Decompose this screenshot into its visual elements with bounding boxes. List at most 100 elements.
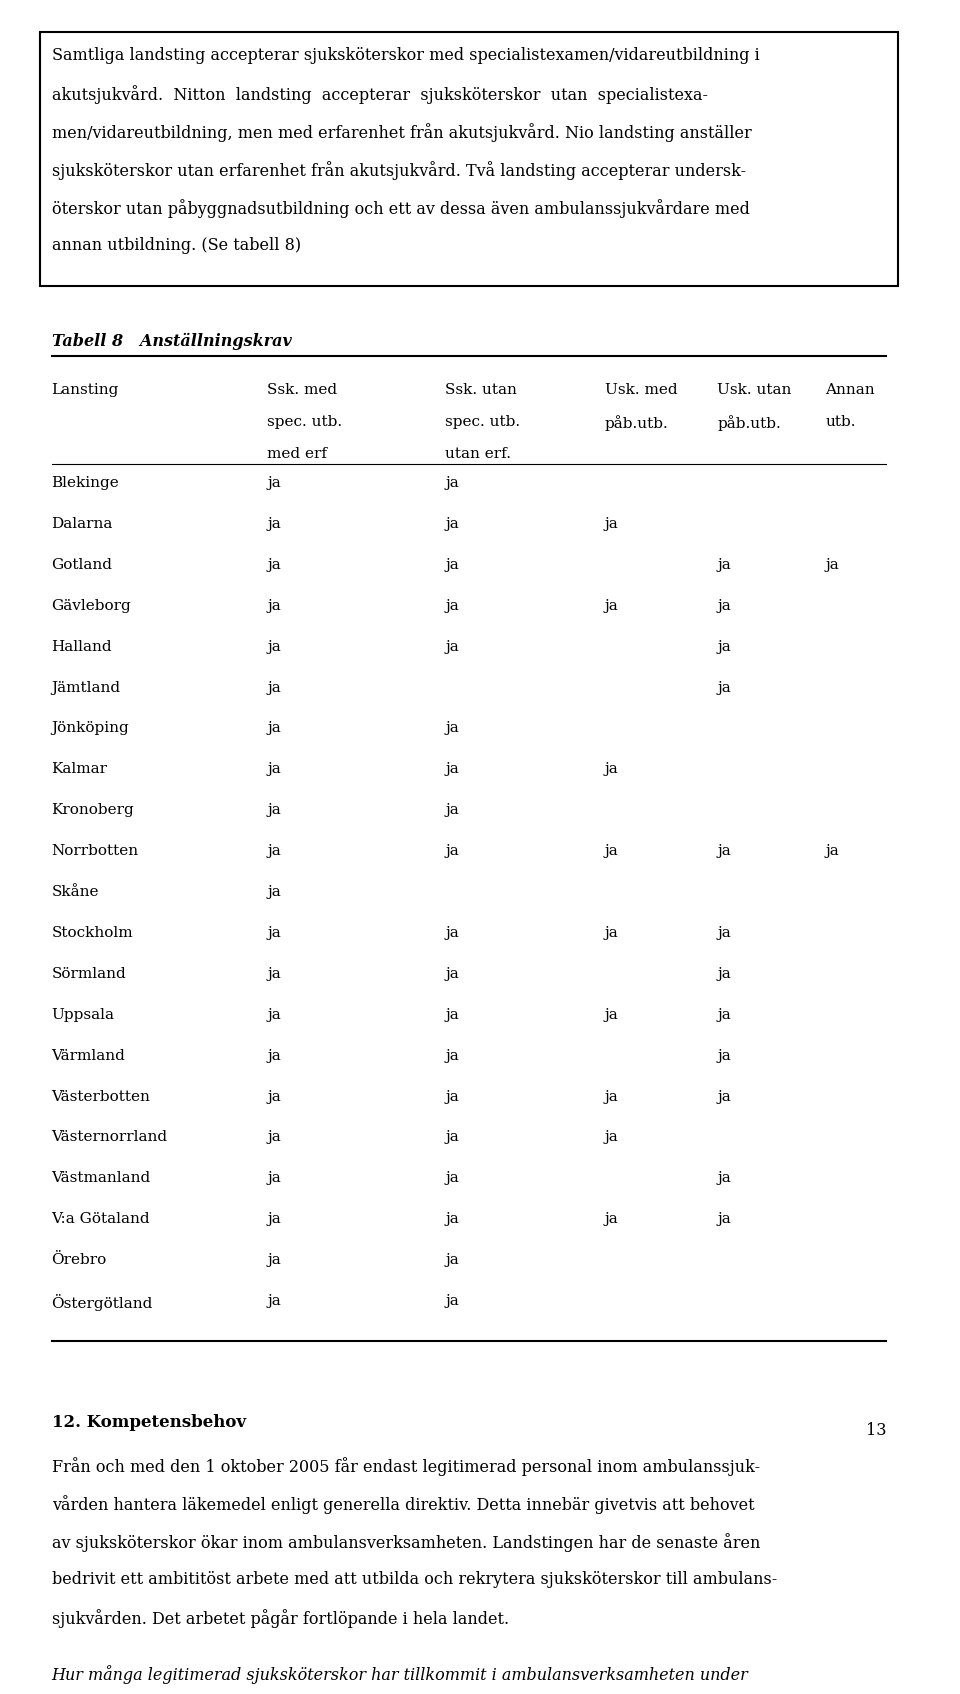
Text: ja: ja xyxy=(605,1089,618,1103)
Text: sjukvården. Det arbetet pågår fortlöpande i hela landet.: sjukvården. Det arbetet pågår fortlöpand… xyxy=(52,1609,509,1628)
Text: ja: ja xyxy=(445,598,459,613)
Text: ja: ja xyxy=(267,640,281,654)
Text: ja: ja xyxy=(267,476,281,490)
Text: Västerbotten: Västerbotten xyxy=(52,1089,151,1103)
Text: Stockholm: Stockholm xyxy=(52,927,133,940)
Text: Usk. utan: Usk. utan xyxy=(717,383,792,396)
Text: ja: ja xyxy=(445,1049,459,1062)
Text: annan utbildning. (Se tabell 8): annan utbildning. (Se tabell 8) xyxy=(52,237,300,254)
Text: bedrivit ett ambititöst arbete med att utbilda och rekrytera sjuksköterskor till: bedrivit ett ambititöst arbete med att u… xyxy=(52,1572,777,1589)
Text: ja: ja xyxy=(267,1008,281,1021)
Text: Gävleborg: Gävleborg xyxy=(52,598,132,613)
Text: akutsjukvård.  Nitton  landsting  accepterar  sjuksköterskor  utan  specialistex: akutsjukvård. Nitton landsting acceptera… xyxy=(52,85,708,103)
Text: ja: ja xyxy=(717,557,732,573)
Text: ja: ja xyxy=(267,844,281,859)
Text: ja: ja xyxy=(267,1130,281,1145)
Text: ja: ja xyxy=(267,927,281,940)
Text: Östergötland: Östergötland xyxy=(52,1294,153,1311)
Text: ja: ja xyxy=(267,681,281,695)
Text: ja: ja xyxy=(267,884,281,900)
Text: V:a Götaland: V:a Götaland xyxy=(52,1213,150,1226)
Text: ja: ja xyxy=(445,557,459,573)
Text: ja: ja xyxy=(267,967,281,981)
Text: Sörmland: Sörmland xyxy=(52,967,127,981)
Text: Hur många legitimerad sjuksköterskor har tillkommit i ambulansverksamheten under: Hur många legitimerad sjuksköterskor har… xyxy=(52,1665,749,1684)
Text: ja: ja xyxy=(605,517,618,530)
Text: ja: ja xyxy=(267,598,281,613)
Text: ja: ja xyxy=(717,598,732,613)
Text: spec. utb.: spec. utb. xyxy=(445,415,520,429)
Text: Västernorrland: Västernorrland xyxy=(52,1130,168,1145)
Text: ja: ja xyxy=(445,1171,459,1186)
Text: ja: ja xyxy=(717,1008,732,1021)
Text: ja: ja xyxy=(445,844,459,859)
Text: ja: ja xyxy=(445,1254,459,1267)
Text: ja: ja xyxy=(267,1254,281,1267)
Text: utan erf.: utan erf. xyxy=(445,447,512,461)
Text: ja: ja xyxy=(267,1089,281,1103)
Text: ja: ja xyxy=(717,927,732,940)
Text: ja: ja xyxy=(717,640,732,654)
Text: ja: ja xyxy=(717,1089,732,1103)
Text: Norrbotten: Norrbotten xyxy=(52,844,138,859)
Text: ja: ja xyxy=(717,967,732,981)
Text: Skåne: Skåne xyxy=(52,884,99,900)
Text: ja: ja xyxy=(267,1213,281,1226)
Text: ja: ja xyxy=(445,722,459,735)
Text: ja: ja xyxy=(826,844,839,859)
Text: ja: ja xyxy=(267,803,281,817)
Text: ja: ja xyxy=(445,803,459,817)
Text: Ssk. utan: Ssk. utan xyxy=(445,383,517,396)
Text: ja: ja xyxy=(605,1213,618,1226)
Text: ja: ja xyxy=(445,517,459,530)
Text: Usk. med: Usk. med xyxy=(605,383,678,396)
Text: med erf: med erf xyxy=(267,447,327,461)
Text: ja: ja xyxy=(445,1294,459,1308)
Text: ja: ja xyxy=(267,1049,281,1062)
Text: Örebro: Örebro xyxy=(52,1254,107,1267)
Text: Jönköping: Jönköping xyxy=(52,722,130,735)
Text: vården hantera läkemedel enligt generella direktiv. Detta innebär givetvis att b: vården hantera läkemedel enligt generell… xyxy=(52,1496,755,1514)
Text: Tabell 8   Anställningskrav: Tabell 8 Anställningskrav xyxy=(52,334,291,351)
Text: Dalarna: Dalarna xyxy=(52,517,113,530)
Text: ja: ja xyxy=(267,517,281,530)
Text: Ssk. med: Ssk. med xyxy=(267,383,337,396)
Text: ja: ja xyxy=(826,557,839,573)
Text: 13: 13 xyxy=(866,1421,886,1438)
Text: Värmland: Värmland xyxy=(52,1049,126,1062)
Text: påb.utb.: påb.utb. xyxy=(717,415,781,430)
Text: ja: ja xyxy=(445,476,459,490)
Text: ja: ja xyxy=(267,762,281,776)
Text: Gotland: Gotland xyxy=(52,557,112,573)
Text: ja: ja xyxy=(717,681,732,695)
Text: av sjuksköterskor ökar inom ambulansverksamheten. Landstingen har de senaste åre: av sjuksköterskor ökar inom ambulansverk… xyxy=(52,1533,760,1552)
Text: ja: ja xyxy=(605,1130,618,1145)
Text: Samtliga landsting accepterar sjuksköterskor med specialistexamen/vidareutbildni: Samtliga landsting accepterar sjuksköter… xyxy=(52,47,759,64)
Text: ja: ja xyxy=(605,927,618,940)
Text: ja: ja xyxy=(605,762,618,776)
Text: påb.utb.: påb.utb. xyxy=(605,415,669,430)
Text: ja: ja xyxy=(445,1213,459,1226)
Text: Blekinge: Blekinge xyxy=(52,476,119,490)
Text: ja: ja xyxy=(717,1213,732,1226)
Text: Annan: Annan xyxy=(826,383,875,396)
Text: ja: ja xyxy=(717,844,732,859)
Text: ja: ja xyxy=(445,1008,459,1021)
Text: ja: ja xyxy=(445,1089,459,1103)
Text: ja: ja xyxy=(445,927,459,940)
Text: Jämtland: Jämtland xyxy=(52,681,121,695)
Text: Kronoberg: Kronoberg xyxy=(52,803,134,817)
FancyBboxPatch shape xyxy=(40,32,898,286)
Text: ja: ja xyxy=(445,762,459,776)
Text: Från och med den 1 oktober 2005 får endast legitimerad personal inom ambulanssju: Från och med den 1 oktober 2005 får enda… xyxy=(52,1457,759,1477)
Text: Lansting: Lansting xyxy=(52,383,119,396)
Text: men/vidareutbildning, men med erfarenhet från akutsjukvård. Nio landsting anstäl: men/vidareutbildning, men med erfarenhet… xyxy=(52,122,752,142)
Text: öterskor utan påbyggnadsutbildning och ett av dessa även ambulanssjukvårdare med: öterskor utan påbyggnadsutbildning och e… xyxy=(52,198,750,217)
Text: ja: ja xyxy=(605,844,618,859)
Text: Västmanland: Västmanland xyxy=(52,1171,151,1186)
Text: Uppsala: Uppsala xyxy=(52,1008,114,1021)
Text: ja: ja xyxy=(445,640,459,654)
Text: ja: ja xyxy=(267,1294,281,1308)
Text: ja: ja xyxy=(267,557,281,573)
Text: ja: ja xyxy=(717,1171,732,1186)
